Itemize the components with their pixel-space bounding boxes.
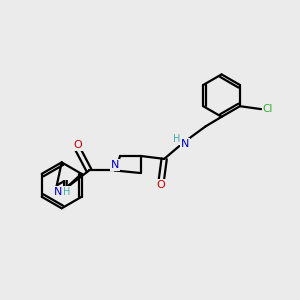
Text: H: H	[62, 187, 70, 197]
Text: H: H	[173, 134, 181, 144]
Text: O: O	[74, 140, 82, 150]
Text: N: N	[54, 187, 62, 197]
Text: O: O	[157, 180, 166, 190]
Text: Cl: Cl	[262, 104, 273, 114]
Text: N: N	[111, 160, 119, 170]
Text: N: N	[181, 139, 189, 149]
